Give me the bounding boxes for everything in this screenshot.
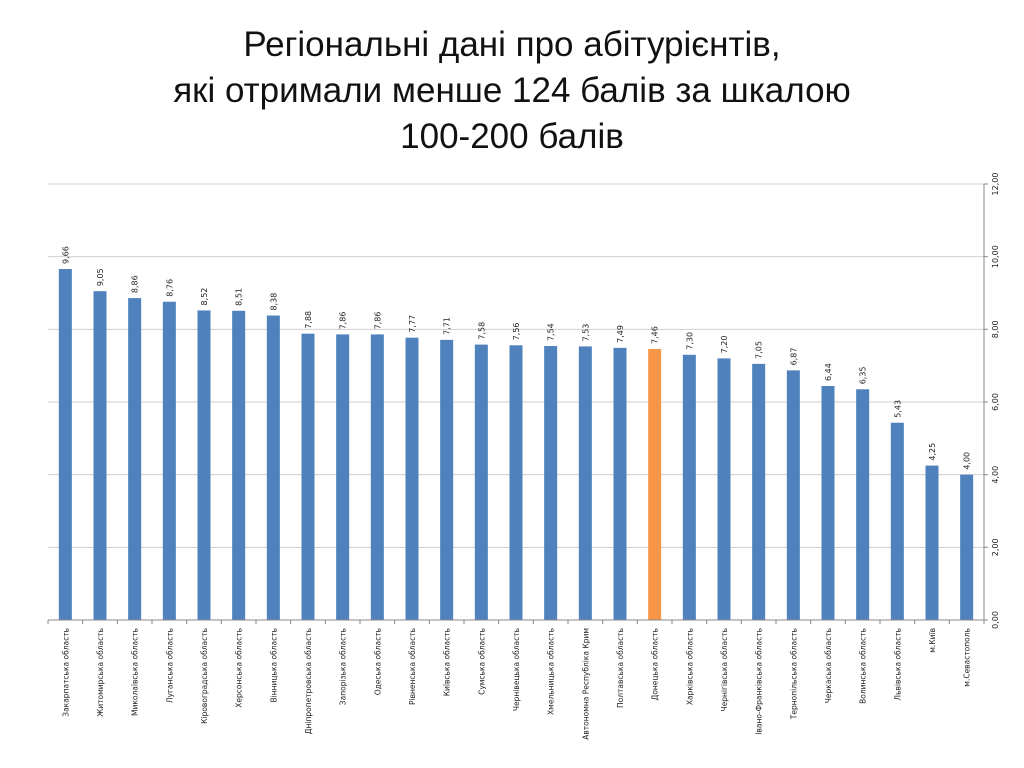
data-label: 4,25 [928, 443, 937, 461]
y-tick-label: 10,00 [991, 245, 1000, 268]
data-label: 7,86 [373, 312, 382, 330]
data-label: 7,20 [720, 336, 729, 354]
data-label: 8,76 [165, 279, 174, 297]
bar [960, 474, 974, 620]
category-label: Чернігівська область [720, 628, 729, 712]
category-label: Вінницька область [269, 628, 278, 702]
category-label: Житомирська область [96, 628, 105, 717]
bar [613, 347, 627, 620]
bar [578, 346, 592, 620]
data-label: 7,49 [616, 325, 625, 343]
data-label: 6,44 [824, 363, 833, 381]
data-label: 8,52 [200, 288, 209, 306]
bar [162, 301, 176, 620]
data-label: 7,77 [408, 315, 417, 333]
data-label: 7,88 [304, 311, 313, 329]
data-label: 7,58 [477, 322, 486, 340]
bar [717, 358, 731, 620]
bar [93, 291, 107, 620]
bar [301, 333, 315, 620]
category-label: Харківська область [685, 628, 694, 705]
category-label: м.Київ [928, 628, 937, 653]
data-label: 7,46 [651, 326, 660, 344]
data-label: 9,05 [96, 268, 105, 286]
data-label: 6,87 [789, 348, 798, 366]
category-label: Полтавська область [616, 628, 625, 708]
category-label: Запорізька область [339, 628, 348, 705]
bar [58, 269, 72, 620]
bar [405, 337, 419, 620]
bar [752, 363, 766, 620]
category-label: Рівненська область [408, 628, 417, 705]
category-label: м.Севастополь [963, 628, 972, 687]
data-label: 7,71 [443, 317, 452, 335]
title-line-2: які отримали менше 124 балів за шкалою [173, 71, 851, 110]
bar [890, 422, 904, 620]
category-label: Чернівецька область [512, 628, 521, 711]
category-label: Київська область [443, 628, 452, 696]
data-label: 7,86 [339, 312, 348, 330]
bar [474, 344, 488, 620]
axes [47, 183, 988, 624]
category-label: Кіровоградська область [200, 628, 209, 724]
bar [786, 370, 800, 620]
data-label: 7,54 [547, 323, 556, 341]
bar [682, 354, 696, 620]
labels: 0,00 2,00 4,00 6,00 8,00 10,00 12,00 9,66 Закарп… [61, 173, 1000, 740]
data-label: 4,00 [963, 452, 972, 470]
category-label: Львівська область [893, 628, 902, 701]
bar [197, 310, 211, 620]
y-tick-label: 6,00 [991, 393, 1000, 411]
bar [440, 339, 454, 620]
bar [821, 386, 835, 620]
category-label: Закарпатська область [61, 628, 70, 717]
bar [128, 298, 142, 620]
category-label: Черкаська область [824, 628, 833, 703]
data-label: 8,38 [269, 293, 278, 311]
data-label: 7,30 [685, 332, 694, 350]
data-label: 6,35 [859, 366, 868, 384]
slide-title: Регіональні дані про абітурієнтів, які о… [0, 22, 1024, 160]
category-label: Хмельницька область [547, 628, 556, 715]
bar [544, 346, 558, 620]
category-label: Сумська область [477, 628, 486, 695]
y-tick-label: 4,00 [991, 466, 1000, 484]
data-label: 8,86 [131, 275, 140, 293]
data-label: 7,56 [512, 323, 521, 341]
category-label: Тернопільська область [789, 628, 798, 720]
bar [648, 348, 662, 620]
y-tick-label: 12,00 [991, 173, 1000, 196]
category-label: Дніпропетровська область [304, 628, 313, 734]
category-label: Волинська область [859, 628, 868, 704]
data-label: 9,66 [61, 246, 70, 264]
y-tick-label: 8,00 [991, 320, 1000, 338]
bar [509, 345, 523, 620]
bar [856, 389, 870, 620]
title-line-1: Регіональні дані про абітурієнтів, [243, 25, 781, 64]
bars [58, 269, 974, 620]
data-label: 8,51 [235, 288, 244, 306]
y-tick-label: 2,00 [991, 538, 1000, 556]
category-label: Одеська область [373, 628, 382, 695]
category-label: Луганська область [165, 628, 174, 703]
data-label: 5,43 [893, 400, 902, 418]
category-label: Автономна Республіка Крим [581, 628, 590, 740]
bar [370, 334, 384, 620]
data-label: 7,05 [755, 341, 764, 359]
bar [266, 315, 280, 620]
category-label: Миколаївська область [131, 628, 140, 716]
category-label: Херсонська область [235, 628, 244, 708]
category-label: Івано-Франківська область [755, 628, 764, 735]
bar [925, 465, 939, 620]
title-line-3: 100-200 балів [400, 117, 624, 156]
y-tick-label: 0,00 [991, 611, 1000, 629]
bar [336, 334, 350, 620]
bar [232, 310, 246, 620]
data-label: 7,53 [581, 324, 590, 342]
category-label: Донецька область [651, 628, 660, 701]
